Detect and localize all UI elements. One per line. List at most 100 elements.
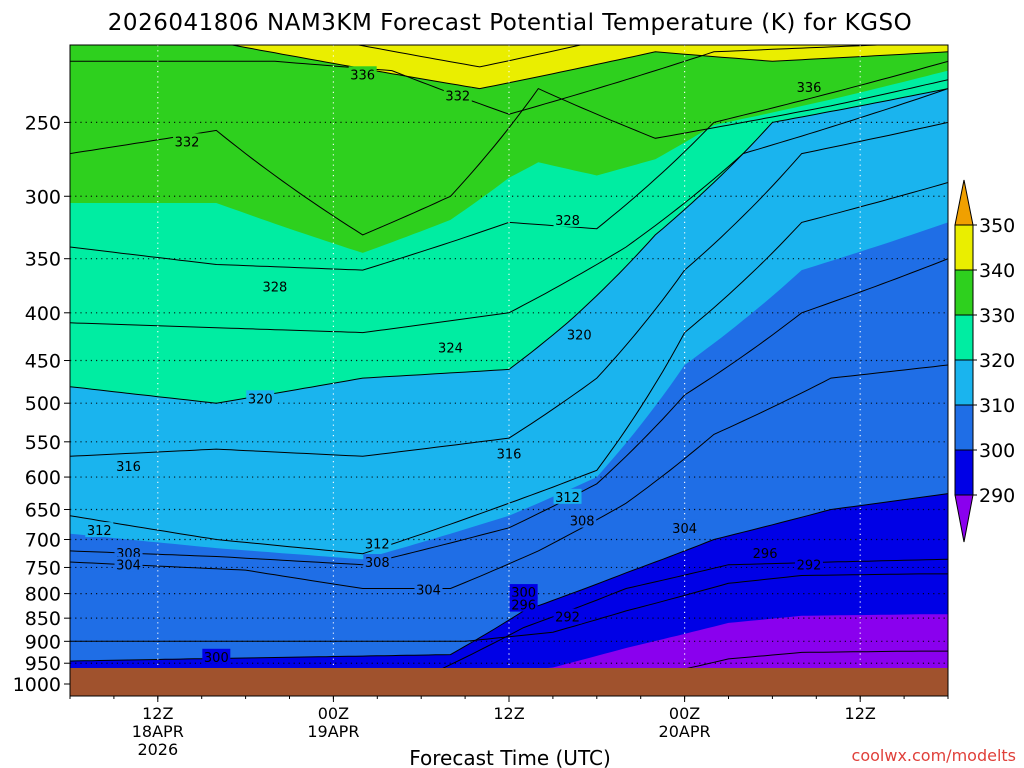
- isotherm-340: [229, 45, 948, 90]
- isotherm-336: [70, 45, 890, 115]
- band-330-340: [70, 45, 948, 253]
- y-tick-label: 700: [25, 530, 61, 552]
- contour-label-text: 292: [555, 611, 580, 626]
- isotherm-324: [70, 88, 948, 334]
- isotherm-308: [70, 258, 948, 566]
- contour-label: 332: [173, 133, 202, 150]
- contour-label-text: 316: [497, 447, 522, 462]
- contour-label: 320: [565, 326, 594, 343]
- contour-label-text: 312: [555, 491, 580, 506]
- contour-label: 320: [246, 390, 275, 407]
- pressure-axis: 2503003504004505005506006507007508008509…: [13, 112, 70, 696]
- contour-label: 328: [553, 211, 582, 229]
- contour-label-knockout: [794, 78, 823, 94]
- contour-label-knockout: [260, 278, 289, 294]
- contour-label-knockout: [114, 458, 143, 474]
- contour-label-knockout: [436, 339, 465, 355]
- contour-label-knockout: [363, 554, 392, 570]
- contour-label: 324: [436, 339, 465, 357]
- contour-label-knockout: [443, 87, 472, 103]
- y-tick-label: 850: [25, 608, 61, 630]
- contour-label-knockout: [794, 556, 823, 572]
- contour-label-text: 292: [797, 559, 822, 574]
- colorbar-segment-340: [954, 224, 974, 271]
- colorbar-legend: 290 300 310 320 330 340 350: [954, 179, 1015, 543]
- x-tick-label: 19APR: [307, 722, 359, 741]
- contour-label-text: 320: [567, 328, 592, 343]
- colorbar-segment-290: [954, 449, 974, 496]
- contour-label-text: 308: [365, 556, 390, 571]
- contour-label-knockout: [509, 596, 538, 612]
- contour-label: 336: [794, 78, 823, 96]
- contour-label: 292: [794, 556, 823, 574]
- colorbar-segment-310: [954, 359, 974, 406]
- x-tick-label: 20APR: [659, 722, 711, 741]
- credit-link[interactable]: coolwx.com/modelts: [852, 746, 1016, 765]
- x-tick-label: 18APR: [132, 722, 184, 741]
- contour-label-text: 324: [438, 342, 463, 357]
- y-tick-label: 450: [25, 351, 61, 373]
- y-tick-label: 550: [25, 432, 61, 454]
- x-tick-label: 00Z: [669, 704, 700, 723]
- contour-label-text: 308: [570, 515, 595, 530]
- contour-label: 312: [363, 535, 392, 553]
- colorbar-segment-330: [954, 269, 974, 316]
- y-tick-label: 400: [25, 303, 61, 325]
- isotherm-304: [70, 364, 948, 589]
- x-tick-label: 00Z: [318, 704, 349, 723]
- contour-label-knockout: [553, 608, 582, 624]
- contour-label-text: 296: [511, 599, 536, 614]
- band-340-350: [232, 45, 948, 89]
- colorbar-label: 330: [979, 305, 1015, 327]
- y-tick-label: 500: [25, 393, 61, 415]
- x-tick-label: 12Z: [493, 704, 524, 723]
- contour-label-text: 332: [445, 90, 470, 105]
- contour-label-knockout: [202, 648, 231, 664]
- contour-label-text: 304: [116, 559, 141, 574]
- contour-label-knockout: [348, 66, 377, 82]
- contour-label-text: 312: [87, 524, 112, 539]
- contour-label-knockout: [509, 584, 538, 600]
- contour-label: 336: [348, 66, 377, 83]
- contour-label-knockout: [363, 535, 392, 551]
- contour-label-text: 304: [672, 522, 697, 537]
- chart-title: 2026041806 NAM3KM Forecast Potential Tem…: [108, 10, 912, 36]
- contour-label-text: 296: [753, 547, 778, 562]
- contour-label-text: 316: [116, 460, 141, 475]
- contour-label-text: 332: [175, 135, 200, 150]
- y-tick-label: 350: [25, 249, 61, 271]
- y-tick-label: 1000: [13, 674, 61, 696]
- contour-label: 312: [85, 522, 114, 539]
- contour-label-knockout: [246, 390, 275, 406]
- colorbar-label: 310: [979, 395, 1015, 417]
- isotherm-316: [70, 121, 948, 457]
- contour-label: 296: [751, 545, 780, 562]
- contour-label-text: 300: [204, 651, 229, 666]
- colorbar-segment-320: [954, 314, 974, 361]
- contour-label: 308: [568, 512, 597, 530]
- contour-label: 304: [670, 519, 699, 537]
- colorbar-segment-300: [954, 404, 974, 451]
- isotherm-332: [70, 79, 948, 236]
- contour-label-text: 336: [797, 81, 822, 96]
- contour-label-knockout: [114, 556, 143, 572]
- plot-area: 336 332 332 336 328 328 320 324 320 316 316 312 308 3…: [70, 45, 948, 668]
- contour-label: 332: [443, 87, 472, 105]
- y-tick-label: 250: [25, 112, 61, 134]
- x-tick-label: 2026: [137, 740, 178, 759]
- contour-label: 304: [114, 556, 143, 574]
- contour-label: 292: [553, 608, 582, 626]
- x-tick-label: 12Z: [142, 704, 173, 723]
- colorbar-arrow-bottom: [954, 494, 974, 543]
- colorbar-label: 350: [979, 215, 1015, 237]
- contour-label-text: 336: [350, 68, 375, 83]
- ground-below-surface: [70, 668, 948, 696]
- contour-label: 308: [363, 554, 392, 571]
- contour-label-text: 328: [262, 281, 287, 296]
- colorbar-label: 340: [979, 260, 1015, 282]
- contour-label-knockout: [670, 519, 699, 535]
- contour-labels: 336 332 332 336 328 328 320 324 320 316 316 312 308 3…: [85, 66, 823, 666]
- colorbar-label: 290: [979, 485, 1015, 507]
- y-tick-label: 950: [25, 653, 61, 675]
- color-bands: [70, 45, 948, 668]
